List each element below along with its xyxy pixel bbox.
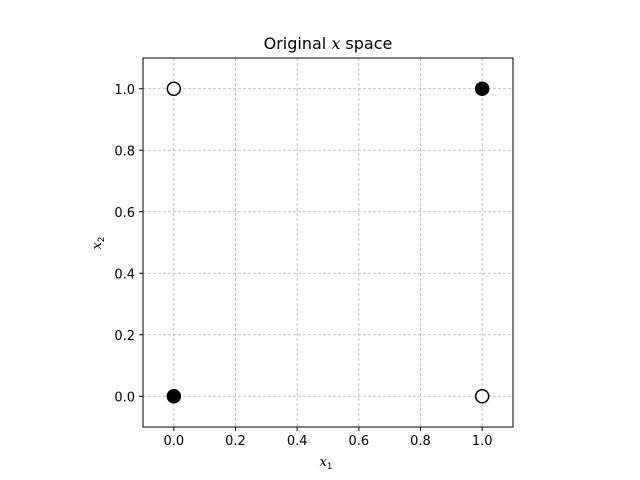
y-tick-label-2: 0.4 [114, 267, 135, 282]
x-tick-label-2: 0.4 [287, 434, 308, 449]
y-axis-label-var: x [90, 242, 105, 250]
x-tick-label-3: 0.6 [348, 434, 369, 449]
hollow-point-3 [474, 389, 490, 404]
grid [143, 58, 513, 427]
chart-title-var: x [331, 34, 340, 53]
data-points [166, 81, 490, 404]
chart-title-suffix: space [340, 34, 392, 53]
y-axis-label: x2 [90, 236, 107, 249]
x-axis-label-sub: 1 [327, 462, 333, 472]
chart-title: Original x space [264, 34, 393, 53]
y-tick-label-4: 0.8 [114, 144, 135, 159]
plot-frame [142, 57, 514, 428]
y-tick-label-5: 1.0 [114, 83, 135, 98]
ticks: 0.0 0.2 0.4 0.6 0.8 1.0 0.0 0.2 0.4 0.6 0.8 1.0 [114, 83, 492, 449]
chart-title-prefix: Original [264, 34, 332, 53]
x-tick-label-0: 0.0 [163, 434, 184, 449]
filled-point-1 [474, 81, 490, 96]
y-axis-label-sub: 2 [97, 236, 107, 242]
x-tick-label-1: 0.2 [225, 434, 246, 449]
y-tick-label-3: 0.6 [114, 206, 135, 221]
y-tick-label-1: 0.2 [114, 329, 135, 344]
x-axis-label-var: x [319, 455, 327, 470]
filled-point-0 [166, 389, 182, 404]
x-axis-label: x1 [319, 455, 332, 472]
x-tick-label-5: 1.0 [472, 434, 493, 449]
hollow-point-2 [166, 81, 182, 96]
y-tick-label-0: 0.0 [114, 390, 135, 405]
x-tick-label-4: 0.8 [410, 434, 431, 449]
